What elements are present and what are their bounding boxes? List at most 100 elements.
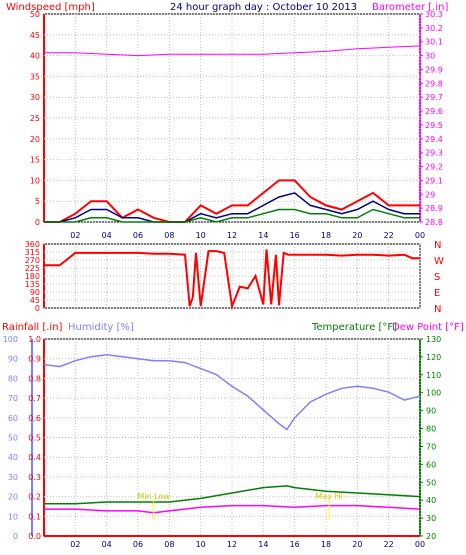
- x-tick-label: 12: [227, 231, 237, 240]
- y-tick-label: 40: [30, 52, 40, 61]
- y-tick-label: 90: [8, 355, 18, 364]
- y-tick-label: 0: [13, 532, 18, 541]
- y-tick-label: 45: [30, 31, 40, 40]
- y-tick-label: 45: [30, 296, 40, 305]
- rain-y-tick-label: 0.1: [28, 512, 41, 521]
- right-y-tick-label: 28.9: [425, 204, 443, 213]
- rain-y-tick-label: 0.7: [28, 394, 41, 403]
- right-y-tick-label: 110: [426, 371, 441, 380]
- chart-title: 24 hour graph day : October 10 2013: [170, 2, 357, 13]
- right-y-tick-label: 29: [425, 190, 435, 199]
- x-tick-label: 20: [352, 231, 362, 240]
- x-tick-label: 22: [384, 231, 394, 240]
- right-y-tick-label: 30.1: [425, 38, 443, 47]
- right-y-tick-label: 29.1: [425, 176, 443, 185]
- compass-label: W: [434, 256, 444, 267]
- wind-barometer-panel: Windspeed [mph] 24 hour graph day : Octo…: [6, 2, 448, 240]
- annotation-label: Max Hi: [315, 492, 342, 501]
- x-tick-label: 16: [290, 231, 300, 240]
- y-tick-label: 60: [8, 414, 18, 423]
- right-y-tick-label: 30: [425, 52, 435, 61]
- x-tick-label: 16: [290, 540, 300, 549]
- y-tick-label: 15: [30, 156, 40, 165]
- right-y-tick-label: 29.3: [425, 149, 443, 158]
- y-tick-label: 70: [8, 394, 18, 403]
- y-tick-label: 40: [8, 453, 18, 462]
- right-y-tick-label: 130: [426, 335, 441, 344]
- right-y-tick-label: 100: [426, 389, 441, 398]
- rain-y-tick-label: 0.6: [28, 414, 41, 423]
- rain-y-tick-label: 0.0: [28, 532, 41, 541]
- y-tick-label: 0: [35, 304, 40, 313]
- right-y-tick-label: 40: [426, 496, 436, 505]
- right-y-tick-label: 29.7: [425, 93, 443, 102]
- rain-y-tick-label: 0.4: [28, 453, 41, 462]
- x-tick-label: 06: [133, 231, 143, 240]
- x-tick-label: 06: [133, 540, 143, 549]
- annotation-label: Min Low: [137, 492, 170, 501]
- right-y-tick-label: 29.6: [425, 107, 443, 116]
- x-tick-label: 10: [196, 540, 206, 549]
- x-tick-label: 00: [415, 540, 425, 549]
- y-tick-label: 10: [8, 512, 18, 521]
- y-tick-label: 30: [30, 93, 40, 102]
- y-tick-label: 100: [3, 335, 18, 344]
- y-tick-label: 360: [25, 240, 40, 249]
- right-y-tick-label: 80: [426, 425, 436, 434]
- temperature-axis-label: Temperature [°F]: [311, 322, 397, 333]
- right-y-tick-label: 30.2: [425, 24, 443, 33]
- rainfall-axis-label: Rainfall [.in]: [2, 322, 63, 333]
- dewpoint-axis-label: Dew Point [°F]: [392, 322, 464, 333]
- x-tick-label: 20: [352, 540, 362, 549]
- x-tick-label: 08: [164, 231, 174, 240]
- x-tick-label: 22: [384, 540, 394, 549]
- series-line: [44, 208, 420, 223]
- rain-y-tick-label: 1.0: [28, 335, 41, 344]
- rain-y-tick-label: 0.9: [28, 355, 41, 364]
- series-line: [44, 179, 420, 223]
- right-y-tick-label: 50: [426, 478, 436, 487]
- y-tick-label: 50: [30, 10, 40, 19]
- right-y-tick-label: 29.5: [425, 121, 443, 130]
- x-tick-label: 02: [70, 540, 80, 549]
- x-tick-label: 00: [415, 231, 425, 240]
- y-tick-label: 90: [30, 288, 40, 297]
- barometer-axis-label: Barometer [.in]: [372, 2, 448, 13]
- x-tick-label: 10: [196, 231, 206, 240]
- right-y-tick-label: 70: [426, 442, 436, 451]
- x-tick-label: 18: [321, 231, 331, 240]
- x-tick-label: 18: [321, 540, 331, 549]
- right-y-tick-label: 29.9: [425, 65, 443, 74]
- y-tick-label: 315: [25, 248, 40, 257]
- y-tick-label: 30: [8, 473, 18, 482]
- x-tick-label: 04: [102, 540, 112, 549]
- compass-label: E: [434, 288, 440, 299]
- y-tick-label: 20: [30, 135, 40, 144]
- x-tick-label: 14: [258, 540, 268, 549]
- right-y-tick-label: 29.4: [425, 135, 443, 144]
- y-tick-label: 20: [8, 493, 18, 502]
- right-y-tick-label: 20: [426, 532, 436, 541]
- y-tick-label: 225: [25, 264, 40, 273]
- x-tick-label: 12: [227, 540, 237, 549]
- right-y-tick-label: 29.2: [425, 163, 443, 172]
- rain-y-tick-label: 0.3: [28, 473, 41, 482]
- y-tick-label: 135: [25, 280, 40, 289]
- y-tick-label: 270: [25, 256, 40, 265]
- y-tick-label: 5: [35, 197, 40, 206]
- y-tick-label: 180: [25, 272, 40, 281]
- series-line: [44, 504, 421, 514]
- rain-y-tick-label: 0.5: [28, 434, 41, 443]
- right-y-tick-label: 90: [426, 407, 436, 416]
- right-y-tick-label: 60: [426, 460, 436, 469]
- x-tick-label: 08: [164, 540, 174, 549]
- series-line: [44, 485, 421, 505]
- y-tick-label: 50: [8, 434, 18, 443]
- compass-label: S: [434, 272, 440, 283]
- series-line: [44, 249, 420, 311]
- right-y-tick-label: 30.3: [425, 10, 443, 19]
- y-tick-label: 10: [30, 176, 40, 185]
